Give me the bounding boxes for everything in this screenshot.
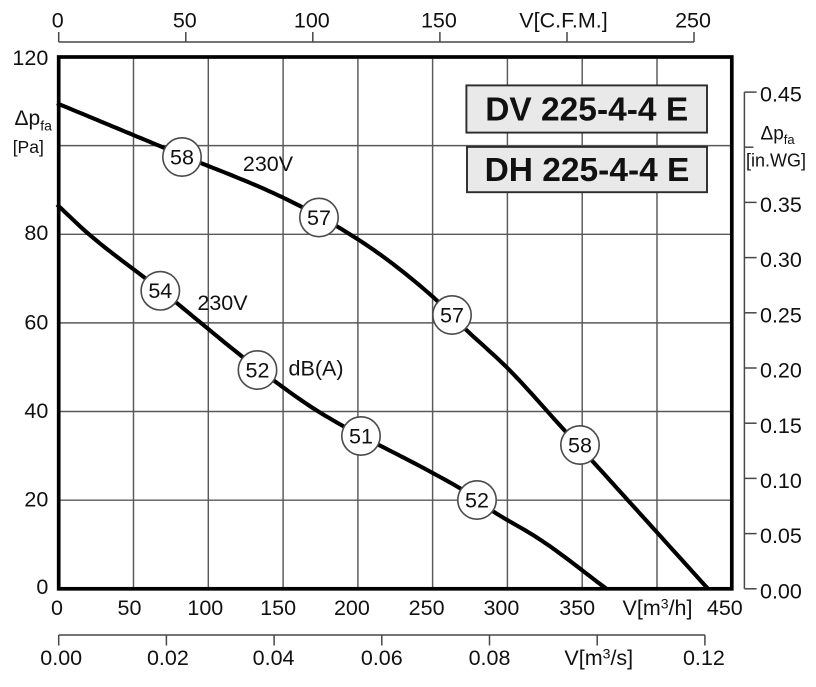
svg-text:0: 0 bbox=[51, 596, 63, 620]
svg-text:300: 300 bbox=[483, 596, 519, 620]
svg-text:0: 0 bbox=[36, 575, 48, 599]
svg-text:[in.WG]: [in.WG] bbox=[746, 151, 806, 171]
svg-text:50: 50 bbox=[118, 596, 142, 620]
svg-text:DH 225-4-4 E: DH 225-4-4 E bbox=[485, 152, 690, 189]
svg-text:57: 57 bbox=[440, 303, 464, 327]
svg-text:20: 20 bbox=[24, 488, 48, 512]
svg-text:150: 150 bbox=[421, 8, 457, 32]
svg-text:230V: 230V bbox=[197, 291, 248, 315]
svg-text:0.02: 0.02 bbox=[147, 646, 189, 670]
svg-text:dB(A): dB(A) bbox=[289, 356, 344, 380]
svg-text:100: 100 bbox=[187, 596, 223, 620]
svg-text:230V: 230V bbox=[243, 152, 294, 176]
svg-text:DV 225-4-4 E: DV 225-4-4 E bbox=[485, 92, 688, 129]
svg-text:250: 250 bbox=[675, 8, 711, 32]
svg-text:58: 58 bbox=[568, 433, 592, 457]
svg-text:0.04: 0.04 bbox=[253, 646, 295, 670]
svg-text:57: 57 bbox=[307, 206, 331, 230]
svg-text:V[m3/h]: V[m3/h] bbox=[623, 595, 693, 620]
svg-text:V[m3/s]: V[m3/s] bbox=[564, 645, 633, 670]
svg-text:52: 52 bbox=[246, 358, 270, 382]
svg-text:58: 58 bbox=[170, 145, 194, 169]
svg-text:[Pa]: [Pa] bbox=[13, 137, 44, 157]
svg-text:51: 51 bbox=[349, 424, 373, 448]
svg-text:0.45: 0.45 bbox=[760, 83, 802, 107]
svg-text:0.05: 0.05 bbox=[760, 524, 802, 548]
svg-text:0.00: 0.00 bbox=[40, 646, 82, 670]
svg-text:250: 250 bbox=[409, 596, 445, 620]
svg-text:60: 60 bbox=[24, 310, 48, 334]
svg-text:0.06: 0.06 bbox=[361, 646, 403, 670]
svg-text:200: 200 bbox=[334, 596, 370, 620]
svg-text:52: 52 bbox=[465, 488, 489, 512]
svg-text:0.20: 0.20 bbox=[760, 359, 802, 383]
svg-text:0.12: 0.12 bbox=[683, 646, 725, 670]
svg-text:0.15: 0.15 bbox=[760, 414, 802, 438]
svg-text:0.00: 0.00 bbox=[760, 579, 802, 603]
svg-text:0.25: 0.25 bbox=[760, 303, 802, 327]
svg-text:0.08: 0.08 bbox=[469, 646, 511, 670]
svg-text:0.10: 0.10 bbox=[760, 469, 802, 493]
svg-text:120: 120 bbox=[12, 46, 48, 70]
svg-text:350: 350 bbox=[559, 596, 595, 620]
svg-text:0.35: 0.35 bbox=[760, 193, 802, 217]
svg-text:0: 0 bbox=[52, 8, 64, 32]
svg-text:80: 80 bbox=[24, 221, 48, 245]
svg-text:V[C.F.M.]: V[C.F.M.] bbox=[519, 8, 607, 32]
svg-text:0.30: 0.30 bbox=[760, 248, 802, 272]
svg-text:50: 50 bbox=[173, 8, 197, 32]
svg-text:54: 54 bbox=[148, 279, 172, 303]
svg-text:40: 40 bbox=[24, 399, 48, 423]
svg-text:100: 100 bbox=[294, 8, 330, 32]
svg-text:450: 450 bbox=[707, 596, 743, 620]
svg-text:150: 150 bbox=[260, 596, 296, 620]
